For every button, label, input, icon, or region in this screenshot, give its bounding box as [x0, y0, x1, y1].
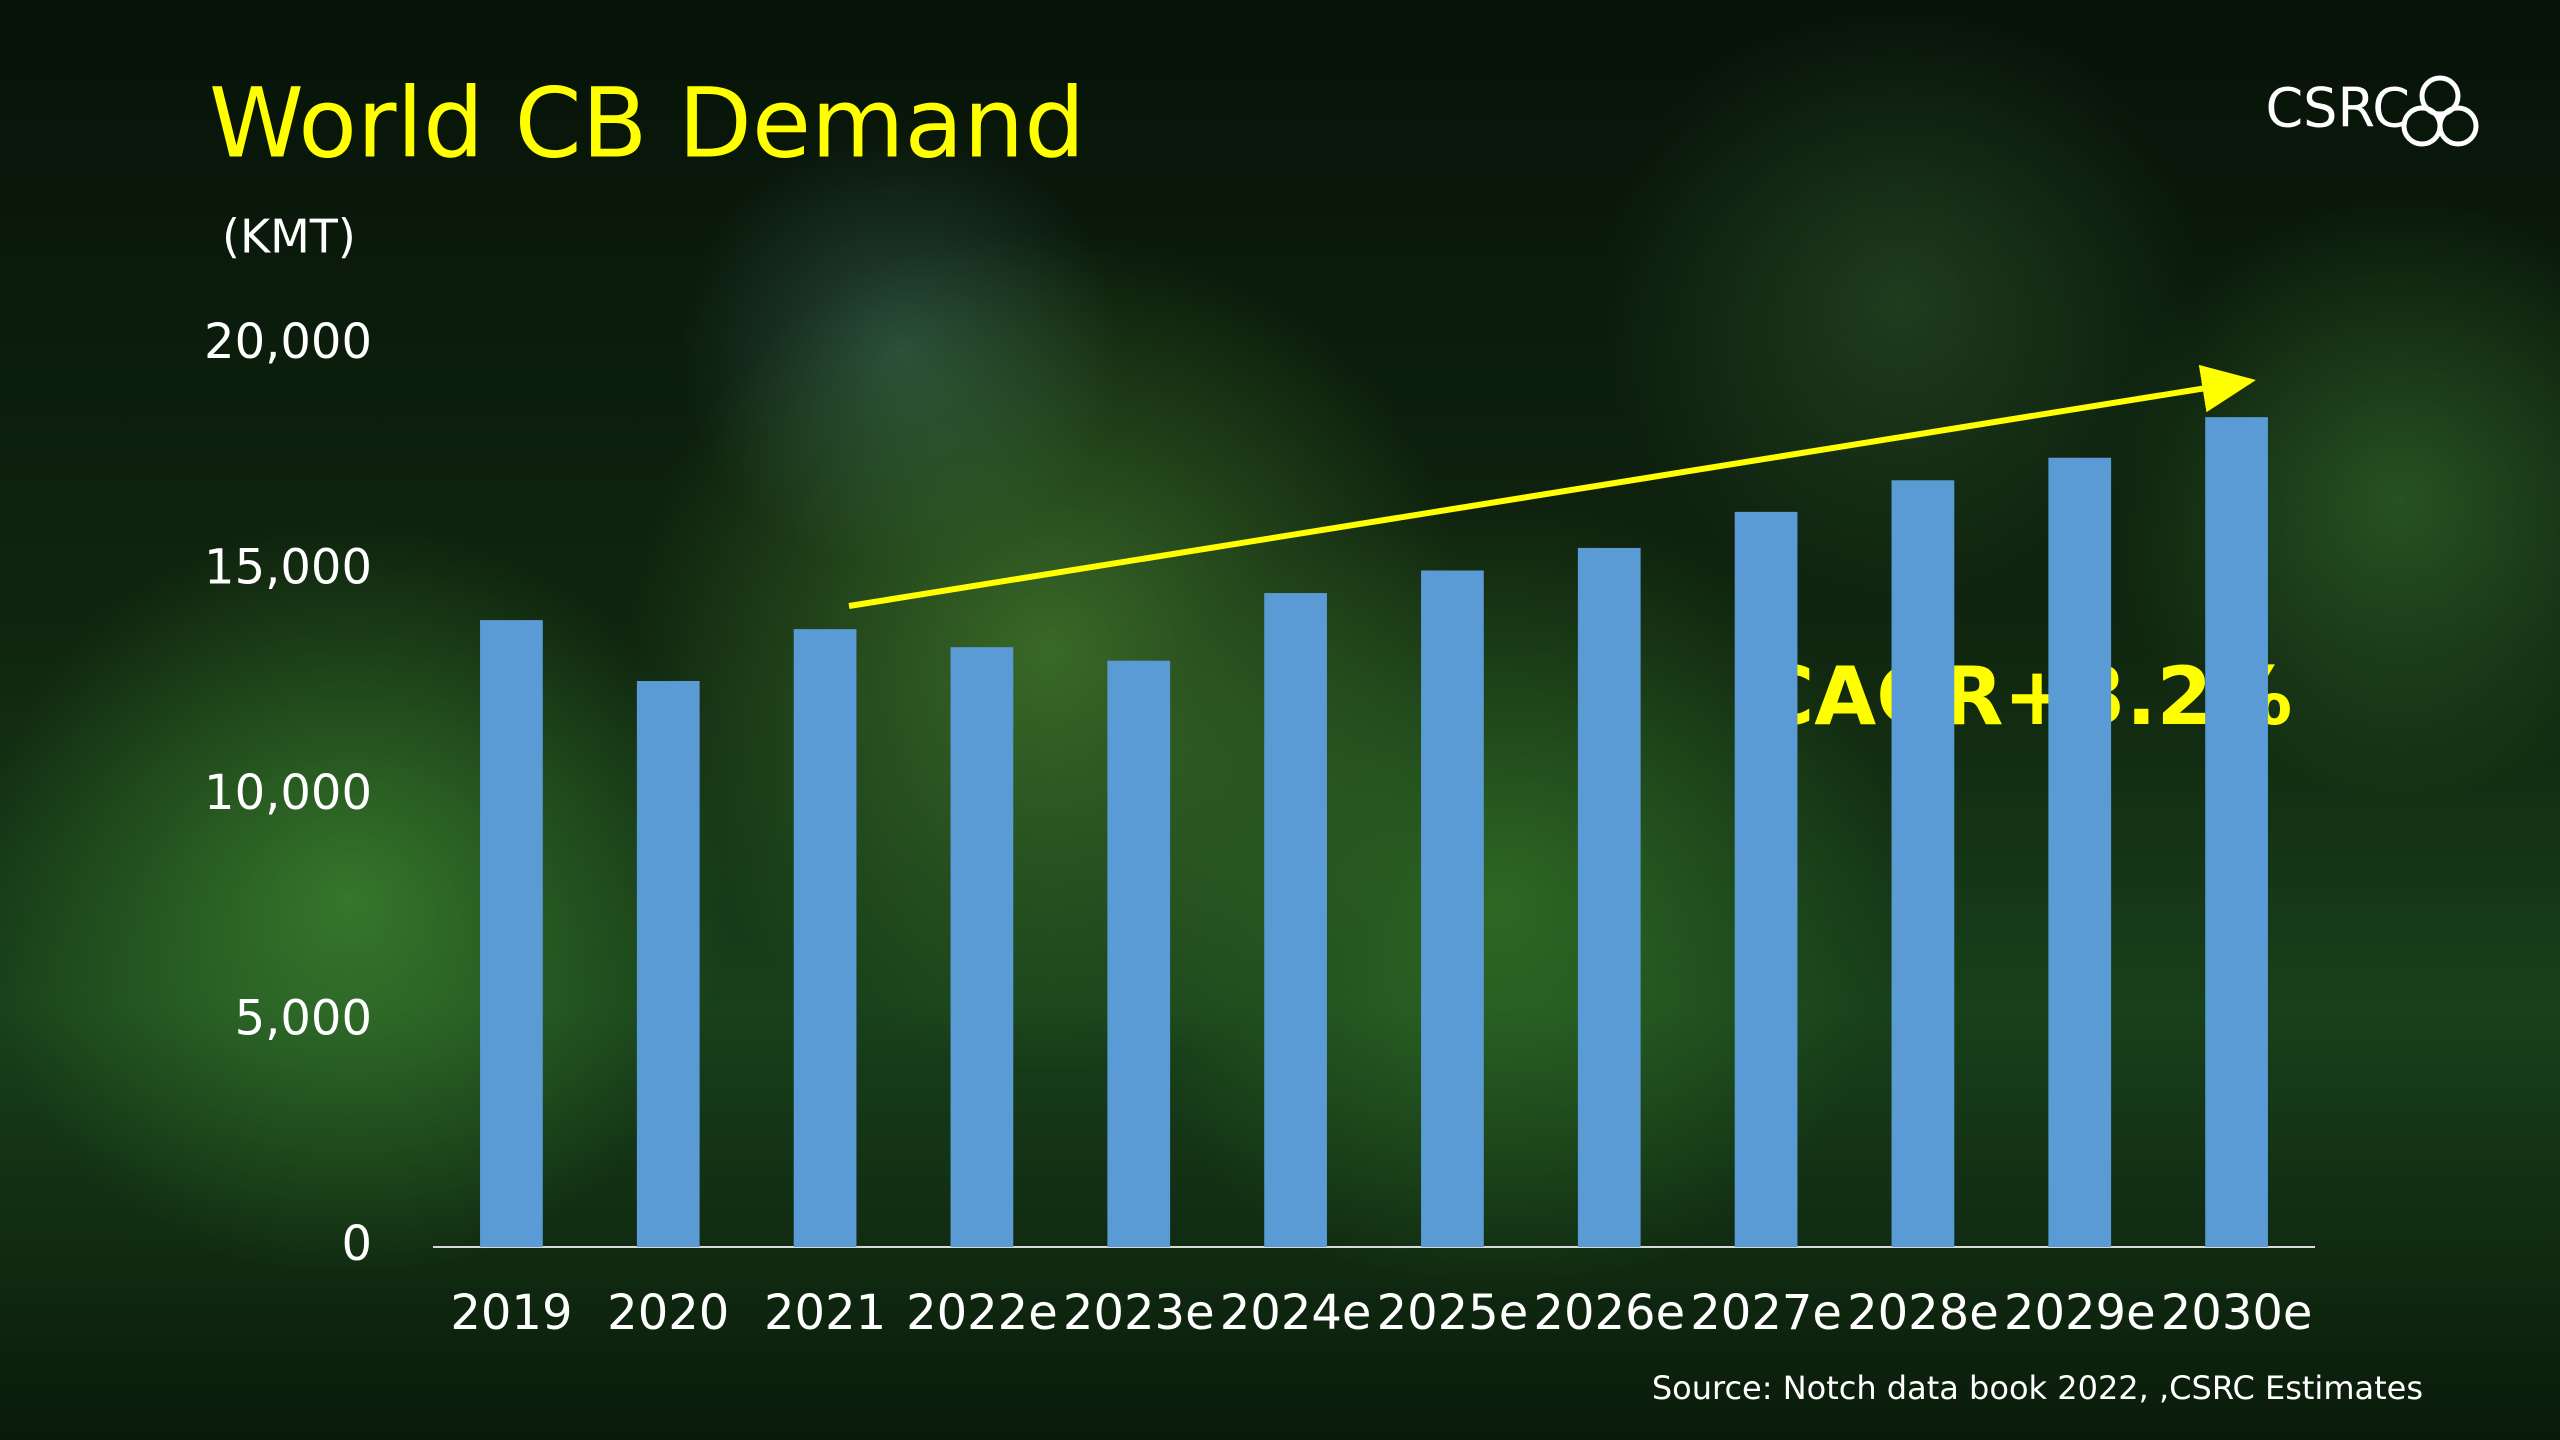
x-tick-label: 2019 — [450, 1285, 572, 1341]
bar — [1264, 593, 1327, 1247]
x-tick-label: 2027e — [1690, 1285, 1842, 1341]
logo-icon — [2404, 78, 2476, 144]
trend-arrow — [849, 381, 2250, 606]
bar — [1578, 548, 1641, 1247]
x-tick-label: 2030e — [2161, 1285, 2313, 1341]
x-tick-label: 2023e — [1063, 1285, 1215, 1341]
bar — [637, 681, 700, 1247]
y-tick-label: 5,000 — [235, 991, 372, 1047]
x-tick-label: 2025e — [1377, 1285, 1529, 1341]
x-tick-label: 2024e — [1220, 1285, 1372, 1341]
y-tick-label: 15,000 — [204, 540, 372, 596]
source-note: Source: Notch data book 2022, ,CSRC Esti… — [1652, 1369, 2423, 1407]
x-tick-label: 2020 — [607, 1285, 729, 1341]
logo: CSRC — [2265, 77, 2410, 140]
x-tick-label: 2022e — [906, 1285, 1058, 1341]
y-tick-label: 20,000 — [204, 314, 372, 370]
bar — [2205, 417, 2268, 1247]
y-tick-label: 0 — [341, 1216, 372, 1272]
bar — [1892, 480, 1955, 1247]
bar — [1107, 661, 1170, 1247]
x-tick-label: 2021 — [764, 1285, 886, 1341]
y-axis-label: (KMT) — [222, 210, 356, 264]
bar — [794, 629, 857, 1247]
chart-title: World CB Demand — [209, 67, 1085, 179]
x-tick-label: 2028e — [1847, 1285, 1999, 1341]
slide: World CB Demand (KMT) CSRC CAGR+3.2% Sou… — [0, 0, 2560, 1440]
bar — [480, 620, 543, 1247]
bar — [2048, 458, 2111, 1247]
x-tick-label: 2029e — [2004, 1285, 2156, 1341]
bar — [951, 647, 1014, 1247]
bar — [1421, 571, 1484, 1248]
chart: World CB Demand (KMT) CSRC CAGR+3.2% Sou… — [0, 0, 2560, 1440]
bar — [1735, 512, 1798, 1247]
y-tick-label: 10,000 — [204, 765, 372, 821]
x-tick-label: 2026e — [1533, 1285, 1685, 1341]
